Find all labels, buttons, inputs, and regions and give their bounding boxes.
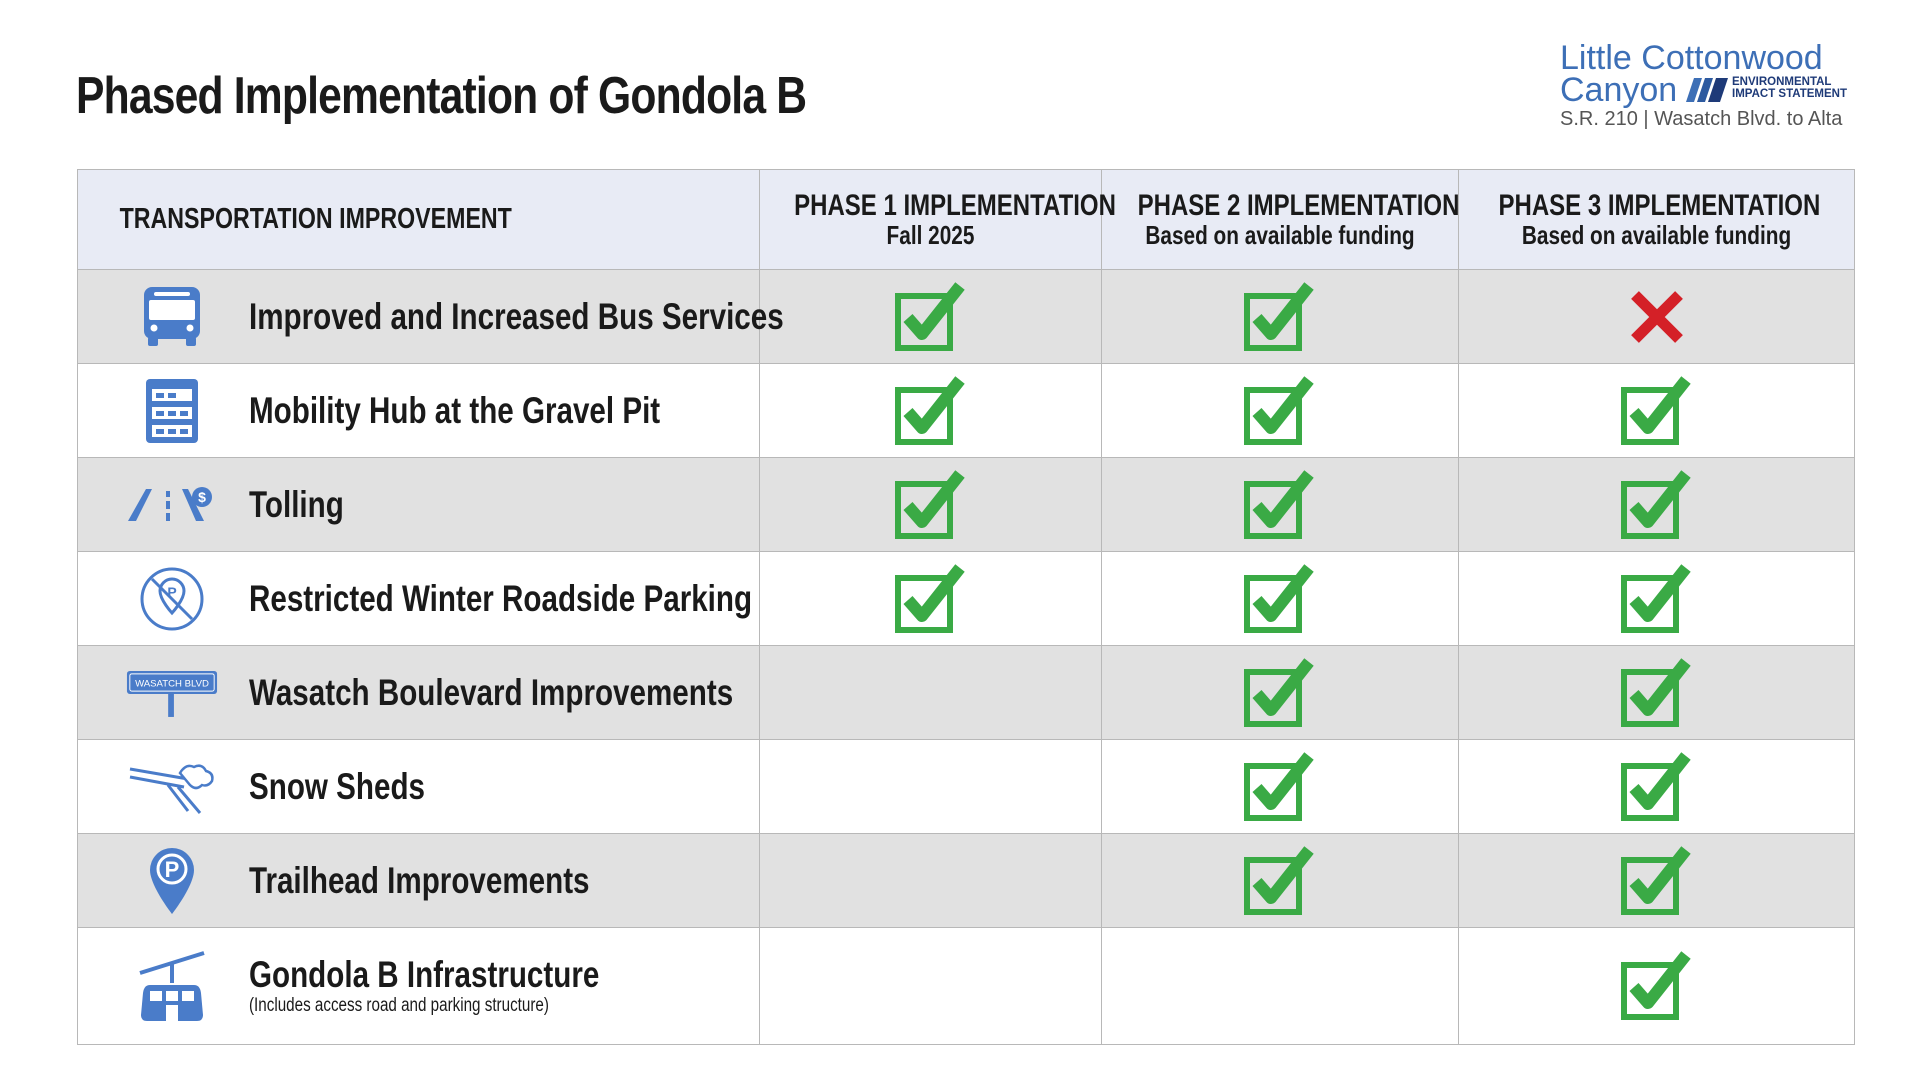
parking-structure-icon [126,376,218,446]
table-row: Snow Sheds [77,739,1855,834]
improvement-label: Mobility Hub at the Gravel Pit [249,389,661,431]
improvement-label: Improved and Increased Bus Services [249,295,784,337]
improvement-label: Restricted Winter Roadside Parking [249,577,753,619]
improvement-cell: WASATCH BLVD Wasatch Boulevard Improveme… [77,645,760,740]
table-row: Gondola B Infrastructure (Includes acces… [77,927,1855,1045]
table-row: $ Tolling [77,457,1855,552]
check-icon [1620,469,1691,539]
phase3-cell [1458,927,1855,1045]
check-icon [1244,281,1314,351]
phase2-cell [1101,457,1459,552]
phase3-cell [1458,363,1855,458]
phase3-cell [1458,551,1855,646]
phase2-cell [1101,833,1459,928]
table-row: P Trailhead Improvements [77,833,1855,928]
check-icon [1244,657,1314,727]
phase2-cell [1101,551,1459,646]
check-icon [1620,375,1691,445]
parking-pin-icon: P [126,846,218,916]
check-icon [1620,657,1691,727]
sign-text: WASATCH BLVD [135,678,209,689]
improvement-cell: Improved and Increased Bus Services [77,269,784,364]
improvement-note: (Includes access road and parking struct… [249,995,549,1016]
phase3-cell [1458,457,1855,552]
logo-stripes-icon [1686,78,1728,102]
phase1-cell [759,457,1102,552]
table-row: WASATCH BLVD Wasatch Boulevard Improveme… [77,645,1855,740]
lcc-eis-logo: Little Cottonwood Canyon ENVIRONMENTAL IM… [1560,40,1860,130]
check-icon [1620,563,1691,633]
phase2-cell [1101,739,1459,834]
phase1-cell [759,739,1102,834]
phase3-cell [1458,645,1855,740]
check-icon [1244,751,1314,821]
toll-road-icon: $ [126,470,218,540]
phase2-cell [1101,645,1459,740]
svg-text:$: $ [198,489,206,505]
bus-icon [126,282,218,352]
check-icon [894,563,965,633]
phase1-cell [759,927,1102,1045]
improvement-cell: P Restricted Winter Roadside Parking [77,551,760,646]
x-mark-icon [1630,290,1683,343]
street-sign-icon: WASATCH BLVD [126,658,218,728]
improvement-cell: P Trailhead Improvements [77,833,760,928]
check-icon [894,281,965,351]
improvement-cell: Gondola B Infrastructure (Includes acces… [77,927,760,1045]
phase3-cell [1458,833,1855,928]
improvement-label: Tolling [249,483,344,525]
check-icon [894,469,965,539]
check-icon [1620,845,1691,915]
phase3-cell [1458,269,1855,364]
improvement-label: Trailhead Improvements [249,859,590,901]
phase2-cell [1101,927,1459,1045]
phase1-cell [759,833,1102,928]
logo-line1: Little Cottonwood [1560,39,1823,77]
check-icon [1620,751,1691,821]
table-row: Improved and Increased Bus Services [77,269,1855,364]
snow-shed-icon [126,752,218,822]
logo-subtitle: S.R. 210 | Wasatch Blvd. to Alta [1560,108,1843,130]
page-title: Phased Implementation of Gondola B [76,67,807,125]
column-header-phase2: PHASE 2 IMPLEMENTATION Based on available… [1101,169,1459,270]
improvement-cell: $ Tolling [77,457,760,552]
check-icon [1244,375,1314,445]
improvement-label: Snow Sheds [249,765,425,807]
phase3-cell [1458,739,1855,834]
table-row: P Restricted Winter Roadside Parking [77,551,1855,646]
check-icon [1244,563,1314,633]
improvement-label: Wasatch Boulevard Improvements [249,671,734,713]
check-icon [1244,469,1314,539]
improvement-cell: Mobility Hub at the Gravel Pit [77,363,760,458]
improvement-cell: Snow Sheds [77,739,760,834]
column-header-improvement: TRANSPORTATION IMPROVEMENT [77,169,760,270]
check-icon [1244,845,1314,915]
column-header-phase1: PHASE 1 IMPLEMENTATION Fall 2025 [759,169,1116,270]
svg-text:P: P [167,584,176,600]
phase1-cell [759,363,1102,458]
check-icon [894,375,965,445]
no-parking-icon: P [126,564,218,634]
phasing-table: TRANSPORTATION IMPROVEMENT PHASE 1 IMPLE… [77,169,1855,1045]
improvement-label: Gondola B Infrastructure [249,954,600,995]
phase1-cell [759,551,1102,646]
table-row: Mobility Hub at the Gravel Pit [77,363,1855,458]
phase1-cell [759,645,1102,740]
column-header-phase3: PHASE 3 IMPLEMENTATION Based on available… [1458,169,1855,270]
table-header-row: TRANSPORTATION IMPROVEMENT PHASE 1 IMPLE… [77,169,1855,270]
check-icon [1620,951,1691,1020]
logo-line2: Canyon [1560,71,1678,109]
phase2-cell [1101,363,1459,458]
svg-text:P: P [165,857,180,882]
logo-eis: ENVIRONMENTAL IMPACT STATEMENT [1732,76,1847,100]
phase1-cell [759,269,1102,364]
phase2-cell [1101,269,1459,364]
gondola-icon [126,951,218,1021]
